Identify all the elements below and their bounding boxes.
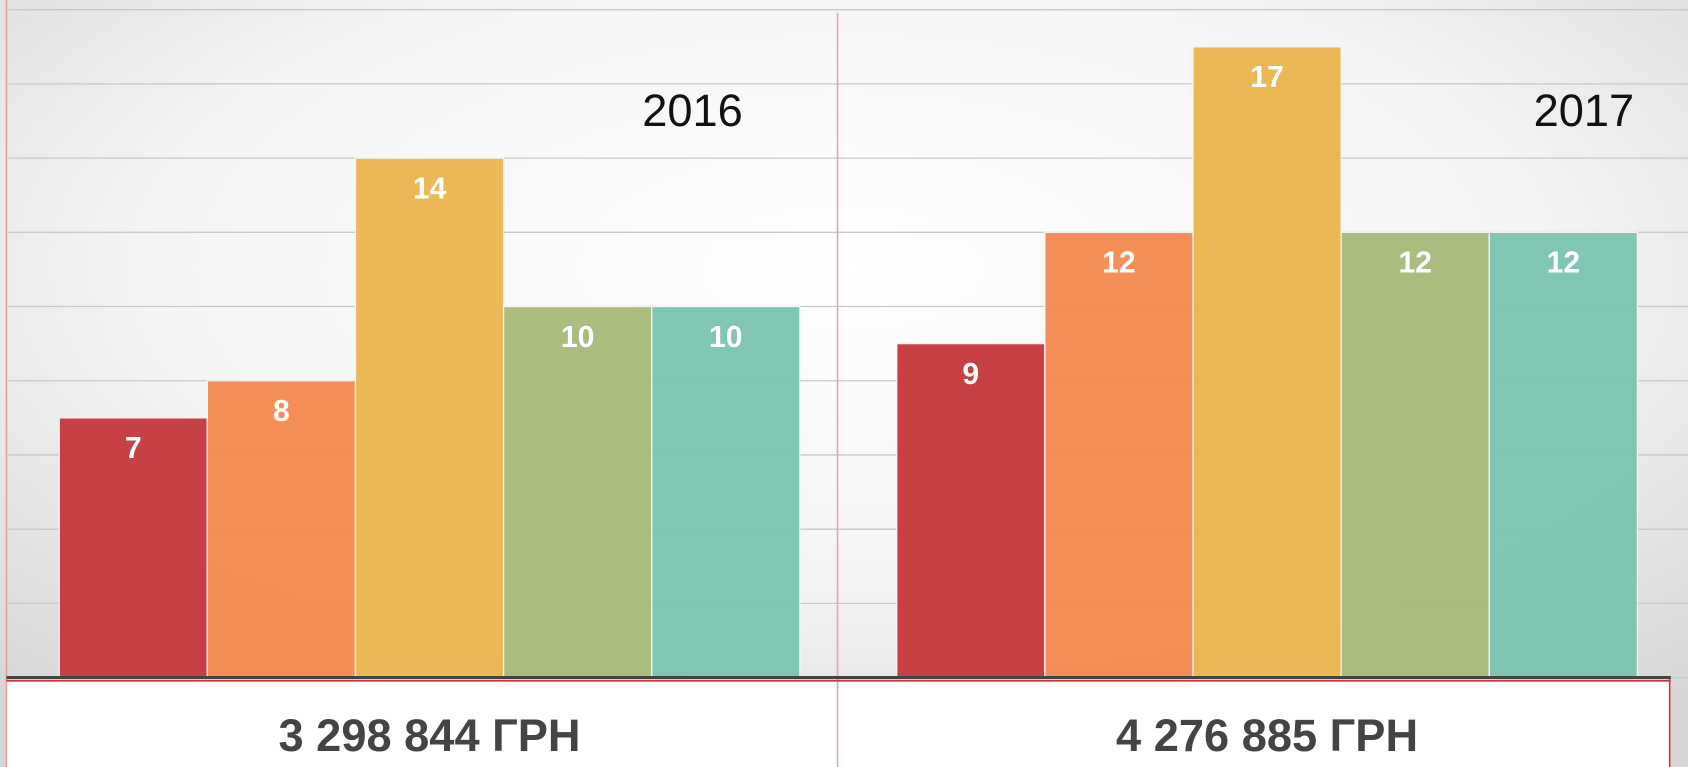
bar	[1192, 46, 1342, 679]
bar	[502, 305, 653, 679]
data-label: 12	[1398, 247, 1432, 280]
data-label: 7	[125, 432, 142, 465]
data-label: 14	[413, 172, 447, 205]
footer-panel	[6, 677, 1671, 767]
bar	[1488, 231, 1639, 679]
category-label: 2017	[1534, 85, 1635, 136]
bar	[58, 417, 208, 679]
bar	[1044, 231, 1194, 679]
data-label: 9	[962, 358, 979, 391]
bar	[651, 305, 801, 679]
footer-label: 4 276 885 ГРН	[1116, 710, 1418, 761]
bar	[354, 157, 505, 679]
data-label: 10	[561, 321, 595, 354]
data-label: 10	[709, 321, 743, 354]
bar	[1340, 231, 1490, 679]
data-label: 8	[273, 395, 290, 428]
bar	[896, 342, 1046, 679]
category-label: 2016	[642, 85, 743, 136]
data-label: 12	[1547, 247, 1581, 280]
data-label: 12	[1102, 247, 1136, 280]
footer-label: 3 298 844 ГРН	[278, 710, 580, 761]
data-label: 17	[1250, 61, 1284, 94]
